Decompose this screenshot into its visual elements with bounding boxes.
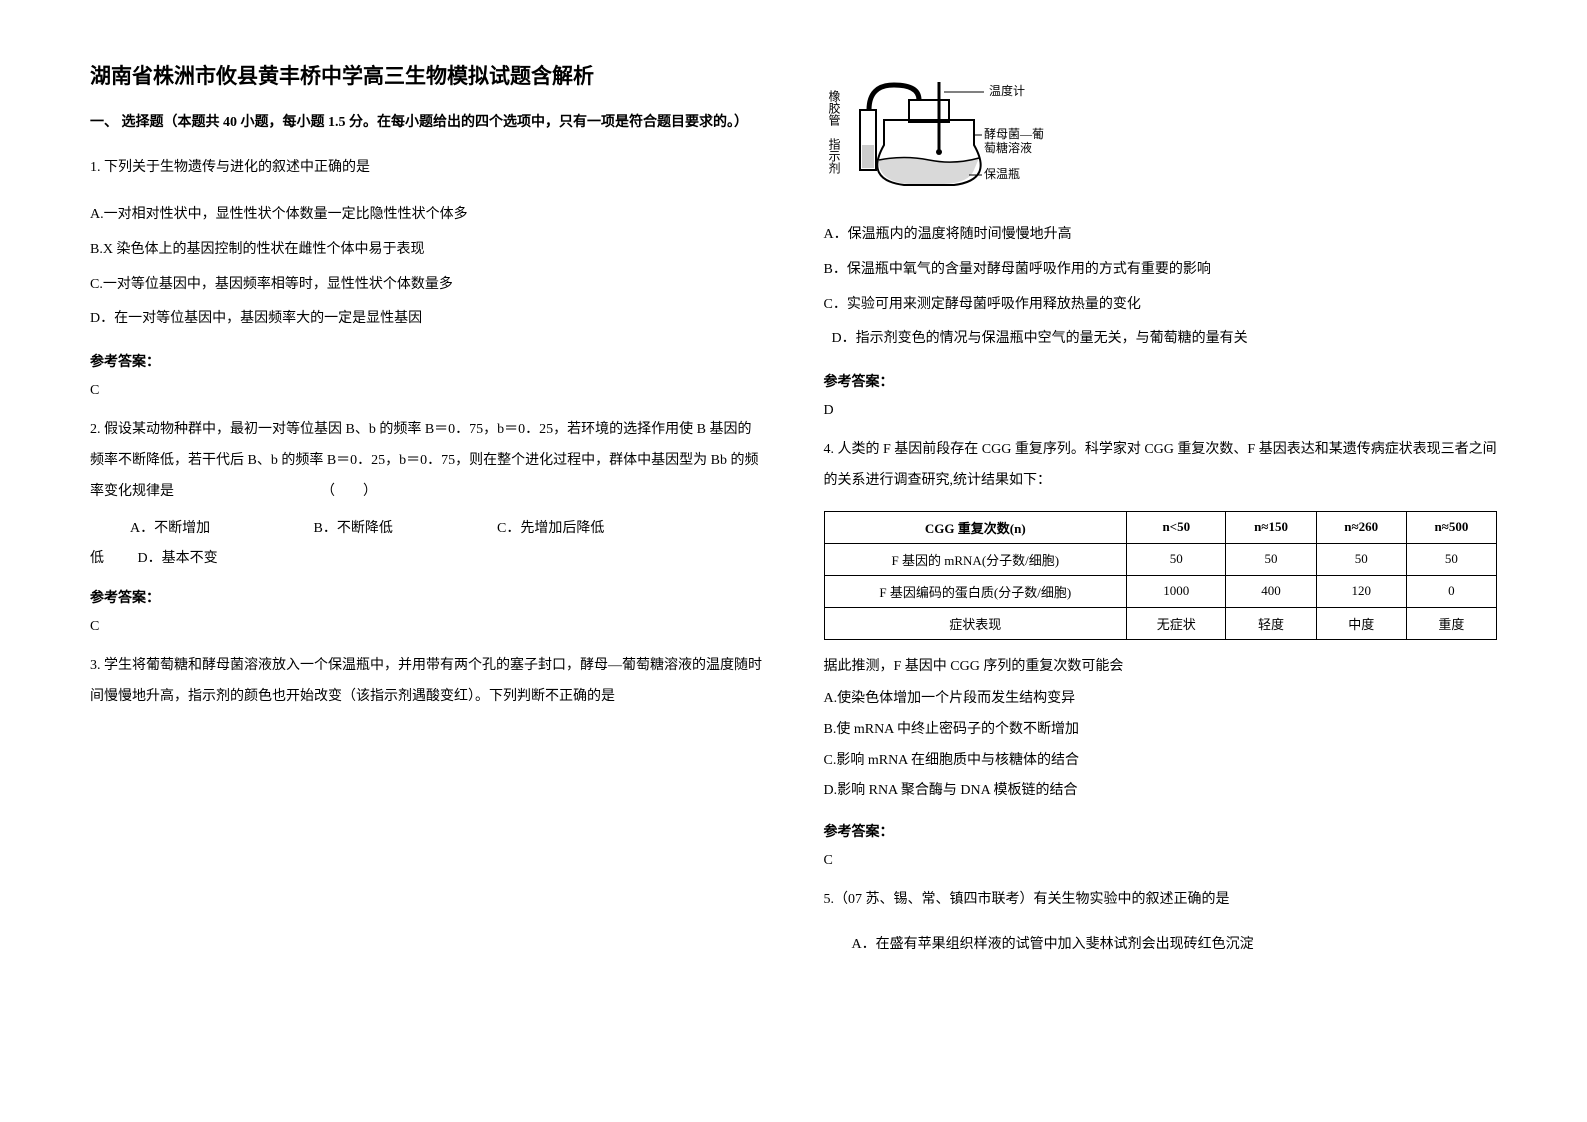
q5-optA: A．在盛有苹果组织样液的试管中加入斐林试剂会出现砖红色沉淀 xyxy=(824,930,1498,961)
q4-sub: 据此推测，F 基因中 CGG 序列的重复次数可能会 xyxy=(824,654,1498,681)
label-flask: 保温瓶 xyxy=(984,167,1020,181)
r2c0: 症状表现 xyxy=(824,607,1127,639)
q2-answer: C xyxy=(90,619,764,635)
q1-optA: A.一对相对性状中，显性性状个体数量一定比隐性性状个体多 xyxy=(90,200,764,231)
r0c1: 50 xyxy=(1127,543,1226,575)
q3-optD: D．指示剂变色的情况与保温瓶中空气的量无关，与葡萄糖的量有关 xyxy=(832,324,1498,355)
r1c4: 0 xyxy=(1406,575,1496,607)
r0c0: F 基因的 mRNA(分子数/细胞) xyxy=(824,543,1127,575)
r2c1: 无症状 xyxy=(1127,607,1226,639)
q4-stem: 4. 人类的 F 基因前段存在 CGG 重复序列。科学家对 CGG 重复次数、F… xyxy=(824,435,1498,497)
label-indicator: 指示剂 xyxy=(827,137,841,174)
q4-optC: C.影响 mRNA 在细胞质中与核糖体的结合 xyxy=(824,748,1498,775)
q4-answer-label: 参考答案： xyxy=(824,821,1498,841)
q4-optB: B.使 mRNA 中终止密码子的个数不断增加 xyxy=(824,717,1498,744)
page-container: 湖南省株洲市攸县黄丰桥中学高三生物模拟试题含解析 一、 选择题（本题共 40 小… xyxy=(0,0,1587,1004)
table-row: F 基因的 mRNA(分子数/细胞) 50 50 50 50 xyxy=(824,543,1497,575)
q2-stem: 2. 假设某动物种群中，最初一对等位基因 B、b 的频率 B＝0．75，b＝0．… xyxy=(90,415,764,507)
q4-answer: C xyxy=(824,853,1498,869)
r2c2: 轻度 xyxy=(1226,607,1316,639)
q2-tail: 低 xyxy=(90,551,104,566)
table-row: 症状表现 无症状 轻度 中度 重度 xyxy=(824,607,1497,639)
label-rubber: 橡胶管 xyxy=(827,90,841,127)
flask-diagram: 橡胶管 指示剂 温度计 酵母菌—葡 萄糖溶液 保温瓶 xyxy=(824,70,1498,200)
label-yeast1: 酵母菌—葡 xyxy=(984,127,1044,141)
th4: n≈500 xyxy=(1406,511,1496,543)
th3: n≈260 xyxy=(1316,511,1406,543)
q2-optC: C．先增加后降低 xyxy=(497,514,604,545)
q4-table: CGG 重复次数(n) n<50 n≈150 n≈260 n≈500 F 基因的… xyxy=(824,511,1498,640)
q2-answer-label: 参考答案： xyxy=(90,587,764,607)
left-column: 湖南省株洲市攸县黄丰桥中学高三生物模拟试题含解析 一、 选择题（本题共 40 小… xyxy=(90,60,764,964)
q4-optD: D.影响 RNA 聚合酶与 DNA 模板链的结合 xyxy=(824,778,1498,805)
th0: CGG 重复次数(n) xyxy=(824,511,1127,543)
section-heading: 一、 选择题（本题共 40 小题，每小题 1.5 分。在每小题给出的四个选项中，… xyxy=(90,110,764,135)
q3-answer: D xyxy=(824,403,1498,419)
q1-answer: C xyxy=(90,383,764,399)
label-thermo: 温度计 xyxy=(989,83,1025,98)
r1c1: 1000 xyxy=(1127,575,1226,607)
th1: n<50 xyxy=(1127,511,1226,543)
table-row: F 基因编码的蛋白质(分子数/细胞) 1000 400 120 0 xyxy=(824,575,1497,607)
q1-stem: 1. 下列关于生物遗传与进化的叙述中正确的是 xyxy=(90,153,764,184)
q1-answer-label: 参考答案： xyxy=(90,351,764,371)
r1c2: 400 xyxy=(1226,575,1316,607)
q3-stem: 3. 学生将葡萄糖和酵母菌溶液放入一个保温瓶中，并用带有两个孔的塞子封口，酵母—… xyxy=(90,651,764,713)
q3-optA: A．保温瓶内的温度将随时间慢慢地升高 xyxy=(824,220,1498,251)
r0c2: 50 xyxy=(1226,543,1316,575)
q5-stem: 5.（07 苏、锡、常、镇四市联考）有关生物实验中的叙述正确的是 xyxy=(824,885,1498,916)
r1c3: 120 xyxy=(1316,575,1406,607)
q2-optD: D．基本不变 xyxy=(138,551,218,566)
q4-optA: A.使染色体增加一个片段而发生结构变异 xyxy=(824,686,1498,713)
q2-optB: B．不断降低 xyxy=(314,514,494,545)
q1-optD: D．在一对等位基因中，基因频率大的一定是显性基因 xyxy=(90,304,764,335)
r2c4: 重度 xyxy=(1406,607,1496,639)
r2c3: 中度 xyxy=(1316,607,1406,639)
q2-options-row: A．不断增加 B．不断降低 C．先增加后降低 xyxy=(90,514,764,545)
r0c4: 50 xyxy=(1406,543,1496,575)
document-title: 湖南省株洲市攸县黄丰桥中学高三生物模拟试题含解析 xyxy=(90,60,764,90)
r1c0: F 基因编码的蛋白质(分子数/细胞) xyxy=(824,575,1127,607)
right-column: 橡胶管 指示剂 温度计 酵母菌—葡 萄糖溶液 保温瓶 A．保温瓶内的温度将随时间… xyxy=(824,60,1498,964)
q1-optC: C.一对等位基因中，基因频率相等时，显性性状个体数量多 xyxy=(90,270,764,301)
r0c3: 50 xyxy=(1316,543,1406,575)
table-header-row: CGG 重复次数(n) n<50 n≈150 n≈260 n≈500 xyxy=(824,511,1497,543)
q3-answer-label: 参考答案： xyxy=(824,371,1498,391)
th2: n≈150 xyxy=(1226,511,1316,543)
q2-options-row2: 低 D．基本不变 xyxy=(90,544,764,575)
label-yeast2: 萄糖溶液 xyxy=(984,140,1032,155)
q1-optB: B.X 染色体上的基因控制的性状在雌性个体中易于表现 xyxy=(90,235,764,266)
q3-optB: B．保温瓶中氧气的含量对酵母菌呼吸作用的方式有重要的影响 xyxy=(824,255,1498,286)
q3-optC: C．实验可用来测定酵母菌呼吸作用释放热量的变化 xyxy=(824,290,1498,321)
q2-optA: A．不断增加 xyxy=(130,514,310,545)
